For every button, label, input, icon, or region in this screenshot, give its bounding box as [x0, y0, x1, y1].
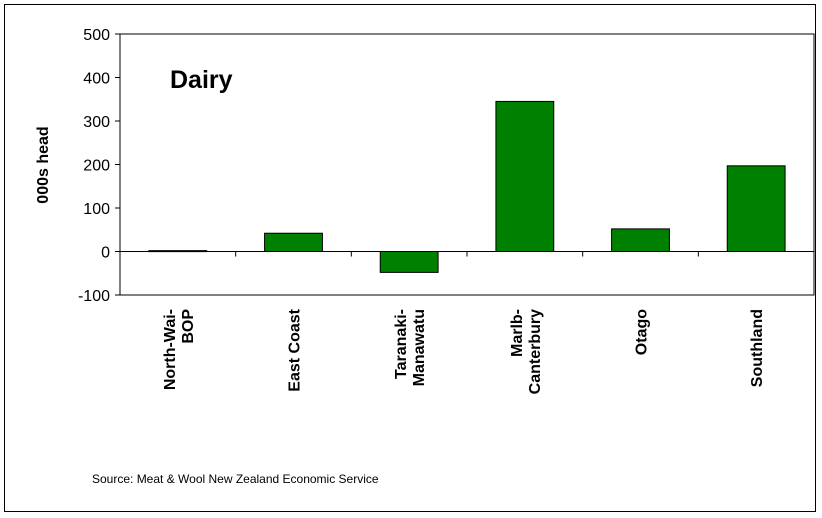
y-tick-label: 400	[83, 71, 110, 88]
category-label: North-Wai-	[162, 309, 179, 390]
bar	[148, 250, 208, 253]
category-label: Southland	[749, 309, 766, 387]
y-axis-title: 000s head	[35, 126, 52, 203]
bar	[379, 251, 439, 273]
bar	[726, 165, 786, 252]
y-tick-label: 500	[83, 27, 110, 44]
category-label: Taranaki-	[393, 309, 410, 379]
y-tick-label: 0	[101, 245, 110, 262]
y-tick-label: 100	[83, 201, 110, 218]
source-note: Source: Meat & Wool New Zealand Economic…	[92, 472, 379, 486]
category-label: Otago	[634, 309, 651, 355]
bar	[495, 100, 555, 252]
category-label: BOP	[180, 309, 197, 344]
bar	[264, 232, 323, 252]
y-tick-label: 300	[83, 114, 110, 131]
category-label: Manawatu	[411, 309, 428, 386]
category-label: East Coast	[287, 308, 304, 391]
plot-area: -100 0 100 200 300 400 500 North-Wai- BOP East Co…	[78, 27, 815, 394]
category-label: Canterbury	[527, 309, 544, 394]
bar	[611, 228, 670, 253]
y-tick-label: -100	[78, 288, 110, 305]
y-tick-label: 200	[83, 158, 110, 175]
category-label: Marlb-	[509, 309, 526, 357]
chart-title: Dairy	[170, 66, 233, 94]
